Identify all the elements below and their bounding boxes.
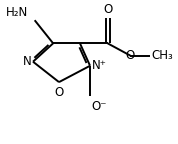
Text: O⁻: O⁻ [92,101,107,113]
Text: O: O [103,3,112,16]
Text: H₂N: H₂N [6,6,28,19]
Text: CH₃: CH₃ [151,49,173,62]
Text: N: N [23,55,31,68]
Text: O: O [126,49,135,62]
Text: N⁺: N⁺ [92,59,107,72]
Text: O: O [54,86,64,99]
